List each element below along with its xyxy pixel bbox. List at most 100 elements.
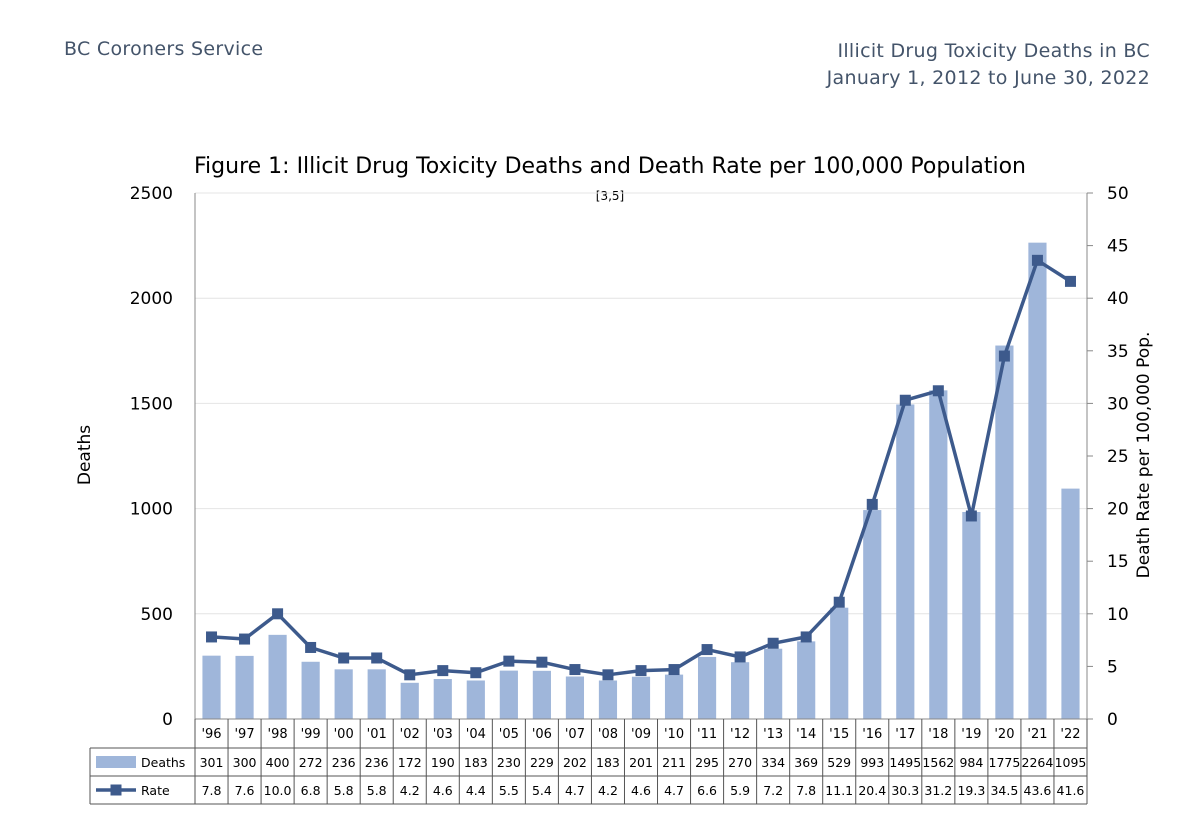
deaths-bar — [301, 661, 320, 719]
rate-point — [602, 669, 614, 681]
rate-table-cell: 5.5 — [499, 783, 519, 798]
rate-table-cell: 4.4 — [466, 783, 486, 798]
deaths-bar — [797, 641, 816, 719]
axes: 0 500 1000 1500 2000 2500 0 5 10 15 20 25 30 35 40 45 50 — [130, 184, 1129, 730]
deaths-table-cell: 183 — [596, 755, 620, 770]
rate-table-cell: 7.8 — [796, 783, 816, 798]
deaths-table-cell: 369 — [794, 755, 818, 770]
deaths-table-cell: 400 — [266, 755, 290, 770]
x-tick-label: '03 — [433, 727, 453, 742]
deaths-bar — [1061, 488, 1080, 719]
rate-point — [503, 655, 515, 667]
rate-table-cell: 31.2 — [924, 783, 952, 798]
rate-point — [767, 637, 779, 649]
deaths-table-cell: 270 — [728, 755, 752, 770]
rate-point — [338, 652, 350, 664]
header-report-title: Illicit Drug Toxicity Deaths in BC Janua… — [827, 38, 1150, 92]
deaths-table-cell: 202 — [563, 755, 587, 770]
deaths-bar — [466, 680, 485, 719]
deaths-bar — [896, 404, 915, 719]
deaths-table-cell: 183 — [464, 755, 488, 770]
deaths-bar — [235, 655, 254, 719]
y2-tick-label: 0 — [1107, 710, 1118, 730]
rate-table-cell: 4.7 — [565, 783, 585, 798]
deaths-bar — [929, 390, 948, 719]
rate-table-cell: 5.8 — [367, 783, 387, 798]
rate-table-cell: 4.6 — [433, 783, 453, 798]
deaths-bar — [400, 682, 419, 719]
rate-table-cell: 19.3 — [957, 783, 985, 798]
y2-tick-label: 30 — [1107, 394, 1129, 414]
rate-point — [1031, 254, 1043, 266]
y2-tick-label: 45 — [1107, 237, 1129, 257]
rate-table-cell: 7.2 — [763, 783, 783, 798]
deaths-bar — [268, 634, 287, 719]
rate-point — [635, 665, 647, 677]
deaths-bar — [1028, 242, 1047, 719]
rate-point — [998, 350, 1010, 362]
y2-tick-label: 15 — [1107, 552, 1129, 572]
deaths-table-cell: 230 — [497, 755, 521, 770]
deaths-bar — [863, 510, 882, 719]
rate-legend-label: Rate — [141, 783, 170, 798]
y-tick-label: 2000 — [130, 289, 173, 309]
x-tick-label: '18 — [928, 727, 948, 742]
deaths-bar — [532, 670, 551, 719]
x-tick-label: '02 — [400, 727, 420, 742]
rate-table-cell: 34.5 — [990, 783, 1018, 798]
x-tick-label: '14 — [796, 727, 816, 742]
x-tick-label: '12 — [730, 727, 750, 742]
deaths-table-cell: 1095 — [1055, 755, 1087, 770]
deaths-table-cell: 984 — [959, 755, 983, 770]
rate-point — [239, 633, 251, 645]
deaths-bar — [962, 511, 981, 719]
chart-note: [3,5] — [596, 189, 624, 203]
y2-tick-label: 40 — [1107, 289, 1129, 309]
y-tick-label: 0 — [162, 710, 173, 730]
x-tick-label: '04 — [466, 727, 486, 742]
deaths-bar — [565, 676, 585, 719]
deaths-table-cell: 993 — [860, 755, 884, 770]
x-tick-label: '01 — [367, 727, 387, 742]
rate-point — [437, 665, 449, 677]
deaths-bar — [764, 648, 783, 719]
deaths-bar — [830, 607, 849, 719]
deaths-bar — [433, 679, 452, 719]
y-tick-label: 1500 — [130, 394, 173, 414]
deaths-table-cell: 236 — [365, 755, 389, 770]
y2-axis-title: Death Rate per 100,000 Pop. — [1134, 332, 1154, 579]
deaths-bar — [631, 676, 651, 719]
deaths-bar — [202, 655, 221, 719]
rate-point — [404, 669, 416, 681]
x-tick-label: '97 — [234, 727, 254, 742]
y2-tick-label: 20 — [1107, 500, 1129, 520]
deaths-table-cell: 272 — [299, 755, 323, 770]
rate-table-cell: 7.6 — [235, 783, 255, 798]
y-axis-title: Deaths — [75, 425, 95, 485]
rate-point — [272, 608, 284, 620]
rate-point — [866, 498, 878, 510]
x-tick-label: '15 — [829, 727, 849, 742]
rate-table-cell: 4.7 — [664, 783, 684, 798]
rate-table-cell: 4.2 — [598, 783, 618, 798]
rate-point — [305, 641, 317, 653]
deaths-table-cell: 1495 — [889, 755, 921, 770]
deaths-bars — [202, 242, 1080, 719]
deaths-legend-label: Deaths — [141, 755, 185, 770]
deaths-bar — [334, 669, 353, 719]
deaths-table-cell: 529 — [827, 755, 851, 770]
deaths-table-cell: 295 — [695, 755, 719, 770]
x-tick-label: '06 — [532, 727, 552, 742]
y2-tick-label: 50 — [1107, 184, 1129, 204]
rate-table-cell: 11.1 — [825, 783, 853, 798]
deaths-bar — [499, 670, 518, 719]
rate-point — [1064, 275, 1076, 287]
deaths-table-cell: 172 — [398, 755, 422, 770]
deaths-bar — [697, 656, 717, 719]
x-tick-label: '11 — [697, 727, 717, 742]
deaths-table-cell: 201 — [629, 755, 653, 770]
rate-table-cell: 6.8 — [301, 783, 321, 798]
rate-table-cell: 5.8 — [334, 783, 354, 798]
rate-table-cell: 43.6 — [1024, 783, 1052, 798]
